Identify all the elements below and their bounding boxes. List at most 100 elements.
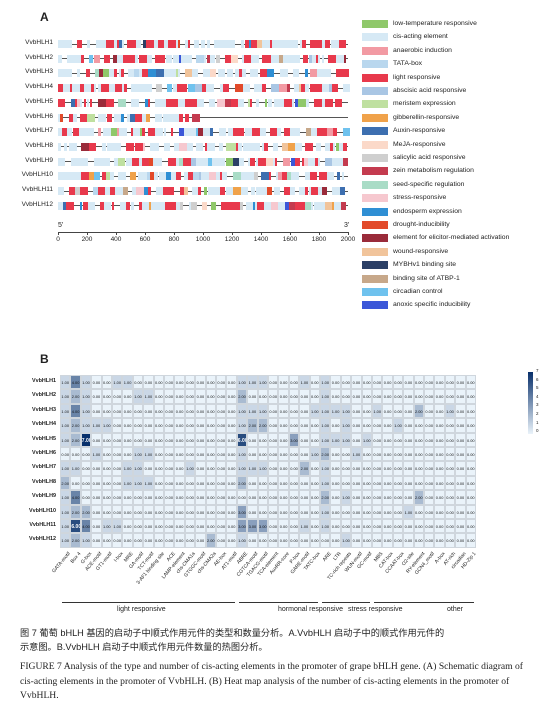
heatmap-cell: 0.00 (216, 403, 227, 419)
heatmap-cell: 1.00 (60, 461, 71, 476)
heatmap-cell: 0.00 (257, 432, 268, 447)
heatmap-cell: 0.00 (465, 504, 476, 519)
element-block (58, 54, 62, 63)
heatmap-cell: 0.00 (216, 447, 227, 462)
element-block (192, 113, 200, 122)
heatmap-cell: 0.00 (101, 375, 112, 390)
heatmap-cell: 1.00 (340, 490, 352, 505)
legend-label: salicylic acid responsive (393, 154, 466, 161)
heatmap-cell: 0.00 (101, 447, 112, 462)
element-block (225, 54, 231, 63)
heatmap-cell: 0.00 (153, 504, 164, 519)
axis-tick-mark (87, 232, 88, 235)
element-block (260, 69, 267, 78)
element-block (85, 113, 87, 122)
heatmap-cell: 0.00 (465, 418, 476, 433)
heatmap-cell: 0.00 (278, 375, 289, 390)
element-block (104, 201, 111, 210)
legend-swatch (362, 113, 388, 122)
element-block (58, 157, 65, 166)
element-block (244, 54, 251, 63)
element-block (275, 128, 277, 137)
element-block (327, 142, 330, 151)
heatmap-cell: 0.00 (372, 418, 383, 433)
element-block (235, 69, 239, 78)
heatmap-cell: 0.00 (226, 375, 237, 390)
element-block (71, 157, 73, 166)
element-block (194, 40, 199, 48)
element-block (198, 187, 201, 195)
element-block (313, 128, 317, 137)
element-block (142, 113, 146, 122)
heatmap-cell: 0.00 (278, 447, 289, 462)
heatmap-cell: 0.00 (268, 519, 279, 534)
element-block (83, 201, 88, 210)
element-block (226, 157, 233, 166)
element-block (280, 69, 288, 78)
element-block (305, 172, 310, 181)
element-block (138, 172, 140, 181)
element-block (107, 157, 110, 166)
heatmap-cell: 0.00 (424, 418, 435, 433)
element-block (171, 172, 176, 181)
heatmap-cell: 0.00 (361, 461, 372, 476)
element-block (322, 84, 329, 93)
element-block (196, 157, 203, 166)
heatmap-cell: 1.00 (320, 432, 331, 447)
element-block (164, 69, 170, 78)
element-block (336, 69, 343, 78)
element-block (105, 157, 107, 166)
heatmap-cell: 0.00 (101, 490, 112, 505)
heatmap-cell: 1.00 (236, 533, 248, 548)
element-block (81, 142, 89, 151)
legend-swatch (362, 20, 388, 28)
element-block (69, 113, 73, 122)
heatmap-cell: 0.00 (434, 375, 445, 390)
element-block (139, 69, 142, 78)
element-block (80, 98, 82, 107)
element-block (159, 172, 166, 181)
gene-label: VvbHLH8 (25, 141, 53, 149)
element-block (264, 201, 271, 210)
heatmap-cell: 1.00 (60, 432, 71, 447)
heatmap-row-label: VvbHLH2 (32, 392, 56, 399)
legend-swatch (362, 207, 388, 216)
heatmap-cell: 1.00 (122, 375, 133, 390)
heatmap-cell: 0.00 (351, 490, 362, 505)
element-block (73, 172, 81, 181)
element-block (317, 128, 320, 137)
element-block (245, 128, 252, 137)
element-block (119, 142, 121, 151)
heatmap-cell: 0.00 (330, 461, 341, 476)
element-block (267, 69, 274, 78)
axis-tick-mark (348, 232, 349, 235)
heatmap-cell: 0.00 (143, 504, 154, 519)
heatmap-cell: 0.00 (413, 447, 424, 462)
heatmap-cell: 0.00 (174, 475, 185, 491)
heatmap-cell: 0.00 (247, 504, 258, 519)
heatmap-cell: 0.00 (351, 461, 362, 476)
element-block (119, 69, 121, 78)
element-block (294, 84, 299, 93)
element-block (206, 84, 214, 93)
element-block (254, 172, 258, 181)
element-block (262, 54, 264, 63)
heatmap-cell: 0.00 (340, 519, 352, 534)
heatmap-cell: 0.00 (309, 461, 320, 476)
heatmap-cell: 2.00 (236, 389, 248, 404)
heatmap-cell: 0.00 (309, 533, 320, 548)
element-block (336, 142, 339, 151)
heatmap-cell: 3.00 (247, 519, 258, 534)
heatmap-cell: 2.00 (413, 403, 424, 419)
heatmap-cell: 0.00 (330, 389, 341, 404)
element-block (142, 69, 148, 78)
heatmap-cell: 0.00 (424, 447, 435, 462)
element-block (123, 54, 127, 63)
element-block (295, 98, 298, 107)
element-block (295, 201, 303, 210)
heatmap-cell: 0.00 (330, 504, 341, 519)
heatmap-cell: 0.00 (299, 447, 310, 462)
heatmap-cell: 0.00 (257, 389, 268, 404)
axis-tick-mark (145, 232, 146, 235)
element-block (221, 201, 227, 210)
